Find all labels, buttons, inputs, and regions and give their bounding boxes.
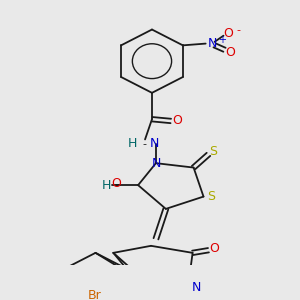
Text: O: O: [224, 26, 233, 40]
Text: +: +: [218, 35, 226, 45]
Text: N: N: [151, 157, 160, 170]
Text: O: O: [226, 46, 236, 59]
Text: Br: Br: [88, 290, 102, 300]
Text: N: N: [149, 137, 159, 150]
Text: H: H: [128, 137, 137, 150]
Text: H: H: [102, 179, 111, 192]
Text: S: S: [207, 190, 215, 203]
Text: -: -: [142, 139, 146, 149]
Text: N: N: [208, 37, 217, 50]
Text: -: -: [236, 26, 240, 35]
Text: S: S: [209, 145, 217, 158]
Text: O: O: [172, 115, 182, 128]
Text: N: N: [192, 280, 201, 294]
Text: O: O: [209, 242, 219, 255]
Text: O: O: [111, 177, 121, 190]
